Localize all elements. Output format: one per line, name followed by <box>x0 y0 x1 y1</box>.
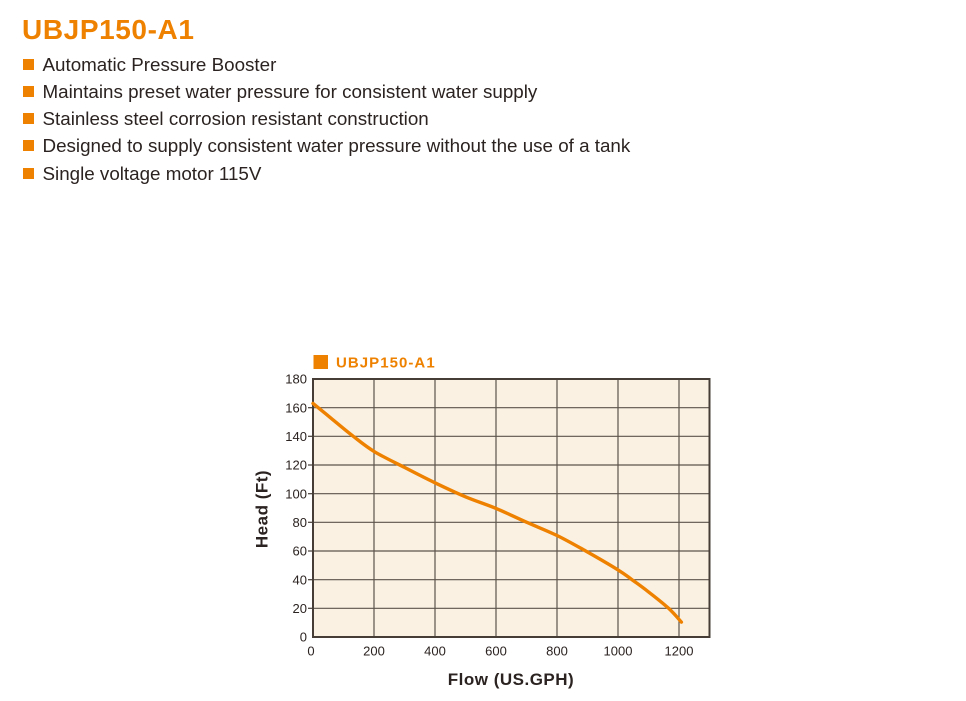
svg-text:80: 80 <box>293 515 307 530</box>
svg-text:0: 0 <box>300 630 307 645</box>
svg-text:140: 140 <box>285 429 307 444</box>
svg-text:60: 60 <box>293 544 307 559</box>
svg-text:160: 160 <box>285 400 307 415</box>
svg-text:0: 0 <box>307 644 314 659</box>
svg-text:1000: 1000 <box>604 644 633 659</box>
svg-text:20: 20 <box>293 601 307 616</box>
svg-text:100: 100 <box>285 486 307 501</box>
svg-text:Head (Ft): Head (Ft) <box>253 470 272 548</box>
svg-text:120: 120 <box>285 458 307 473</box>
svg-text:800: 800 <box>546 644 568 659</box>
svg-text:40: 40 <box>293 572 307 587</box>
svg-text:1200: 1200 <box>665 644 694 659</box>
svg-text:400: 400 <box>424 644 446 659</box>
svg-text:180: 180 <box>285 372 307 387</box>
svg-text:200: 200 <box>363 644 385 659</box>
svg-text:Flow (US.GPH): Flow (US.GPH) <box>448 670 574 689</box>
svg-text:UBJP150-A1: UBJP150-A1 <box>336 355 436 372</box>
svg-text:600: 600 <box>485 644 507 659</box>
